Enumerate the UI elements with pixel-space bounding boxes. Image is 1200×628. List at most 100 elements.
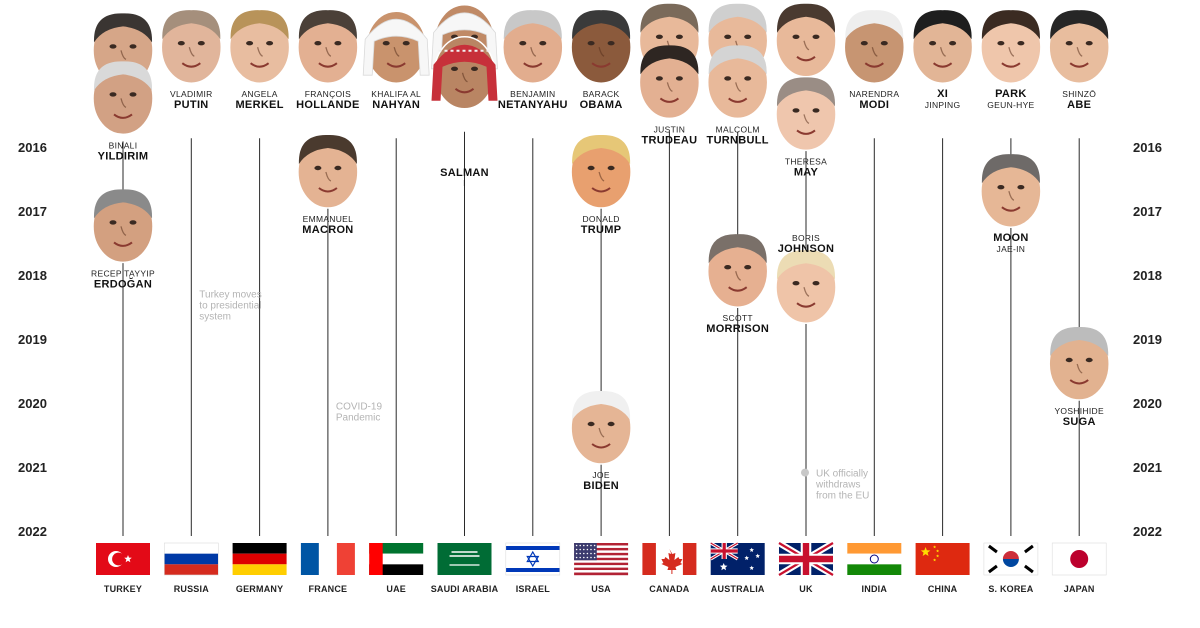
flag-border — [505, 542, 561, 576]
country-label: FRANCE — [309, 584, 348, 594]
flag-part — [437, 543, 492, 575]
leader-last-name: SALMAN — [440, 167, 489, 179]
eye-left — [997, 41, 1005, 46]
mouth — [454, 87, 475, 94]
flag-part — [1002, 551, 1019, 559]
hair-shape — [981, 10, 1040, 40]
leader-last-name: TRUDEAU — [641, 134, 697, 146]
leader-last-name: JOHNSON — [778, 243, 835, 255]
flag-part — [124, 555, 132, 563]
mouth — [796, 55, 816, 62]
eye-right — [1017, 41, 1025, 46]
flag-part — [744, 555, 749, 560]
year-label-right: 2021 — [1133, 460, 1162, 475]
flag-part — [574, 547, 629, 551]
nose — [393, 47, 400, 57]
eye-right — [402, 41, 410, 46]
nose — [939, 47, 946, 57]
country-label: USA — [591, 584, 611, 594]
eye-right — [539, 41, 547, 46]
flag-australia — [709, 541, 765, 575]
mouth — [1069, 379, 1089, 385]
eye-right — [812, 108, 820, 113]
mouth — [249, 62, 270, 68]
flag-part — [583, 544, 585, 547]
flag-part — [318, 543, 337, 575]
flag-part — [574, 543, 629, 546]
leader-first-name: DONALD — [582, 214, 619, 224]
eye-left — [109, 92, 117, 97]
country-label: UAE — [386, 584, 406, 594]
leader-last-name: GEUN-HYE — [987, 100, 1034, 110]
leader-first-name: PARK — [995, 88, 1027, 100]
flag-part — [574, 562, 629, 566]
eye-left — [724, 34, 732, 39]
mouth — [728, 97, 748, 103]
flag-part — [164, 543, 219, 554]
eye-right — [744, 76, 752, 81]
nose — [1008, 191, 1015, 201]
eye-right — [129, 92, 137, 97]
year-label-left: 2019 — [18, 332, 47, 347]
hair-shape — [298, 134, 357, 164]
flag-part — [749, 565, 754, 570]
country-label: TURKEY — [104, 584, 142, 594]
eye-left — [314, 41, 322, 46]
nose — [1076, 47, 1083, 57]
flag-saudi — [437, 543, 492, 575]
leader-last-name: OBAMA — [580, 99, 623, 111]
leader-last-name: NETANYAHU — [498, 99, 568, 111]
flag-usa — [574, 543, 629, 576]
flag-part — [574, 557, 629, 561]
flag-part — [574, 572, 629, 576]
flag-part — [847, 553, 902, 565]
leader-last-name: MORRISON — [706, 323, 769, 335]
flag-russia — [164, 542, 219, 576]
hair-shape — [93, 189, 153, 219]
eye-left — [655, 34, 663, 39]
eye-right — [471, 66, 478, 72]
leader-last-name: MERKEL — [235, 99, 283, 111]
headdress — [362, 18, 430, 76]
annotation-line: system — [199, 311, 231, 322]
flag-part — [936, 554, 940, 558]
mouth — [523, 62, 543, 68]
flag-part — [682, 543, 697, 575]
flag-part — [505, 568, 560, 572]
flag-uk — [777, 540, 835, 578]
flag-part — [232, 553, 287, 565]
eye-left — [109, 220, 117, 225]
flag-skorea — [983, 542, 1039, 576]
year-label-right: 2020 — [1133, 396, 1162, 411]
nose — [325, 47, 332, 57]
nose — [120, 98, 127, 109]
nose — [120, 50, 127, 61]
leader-last-name: ERDOĞAN — [94, 277, 152, 290]
leader-first-name: YOSHIHIDE — [1054, 406, 1103, 416]
country-label: GERMANY — [236, 584, 283, 594]
hair-shape — [230, 10, 289, 40]
country-label: CHINA — [928, 584, 958, 594]
country-label: S. KOREA — [988, 584, 1033, 594]
year-label-right: 2019 — [1133, 332, 1162, 347]
flag-part — [574, 552, 629, 556]
year-label-right: 2016 — [1133, 140, 1162, 155]
flag-part — [593, 548, 596, 551]
nose — [598, 427, 605, 438]
nose — [188, 47, 195, 57]
nose — [666, 82, 673, 93]
hair-shape — [1050, 10, 1109, 40]
leader-last-name: HOLLANDE — [296, 99, 360, 111]
eye-left — [519, 41, 527, 46]
